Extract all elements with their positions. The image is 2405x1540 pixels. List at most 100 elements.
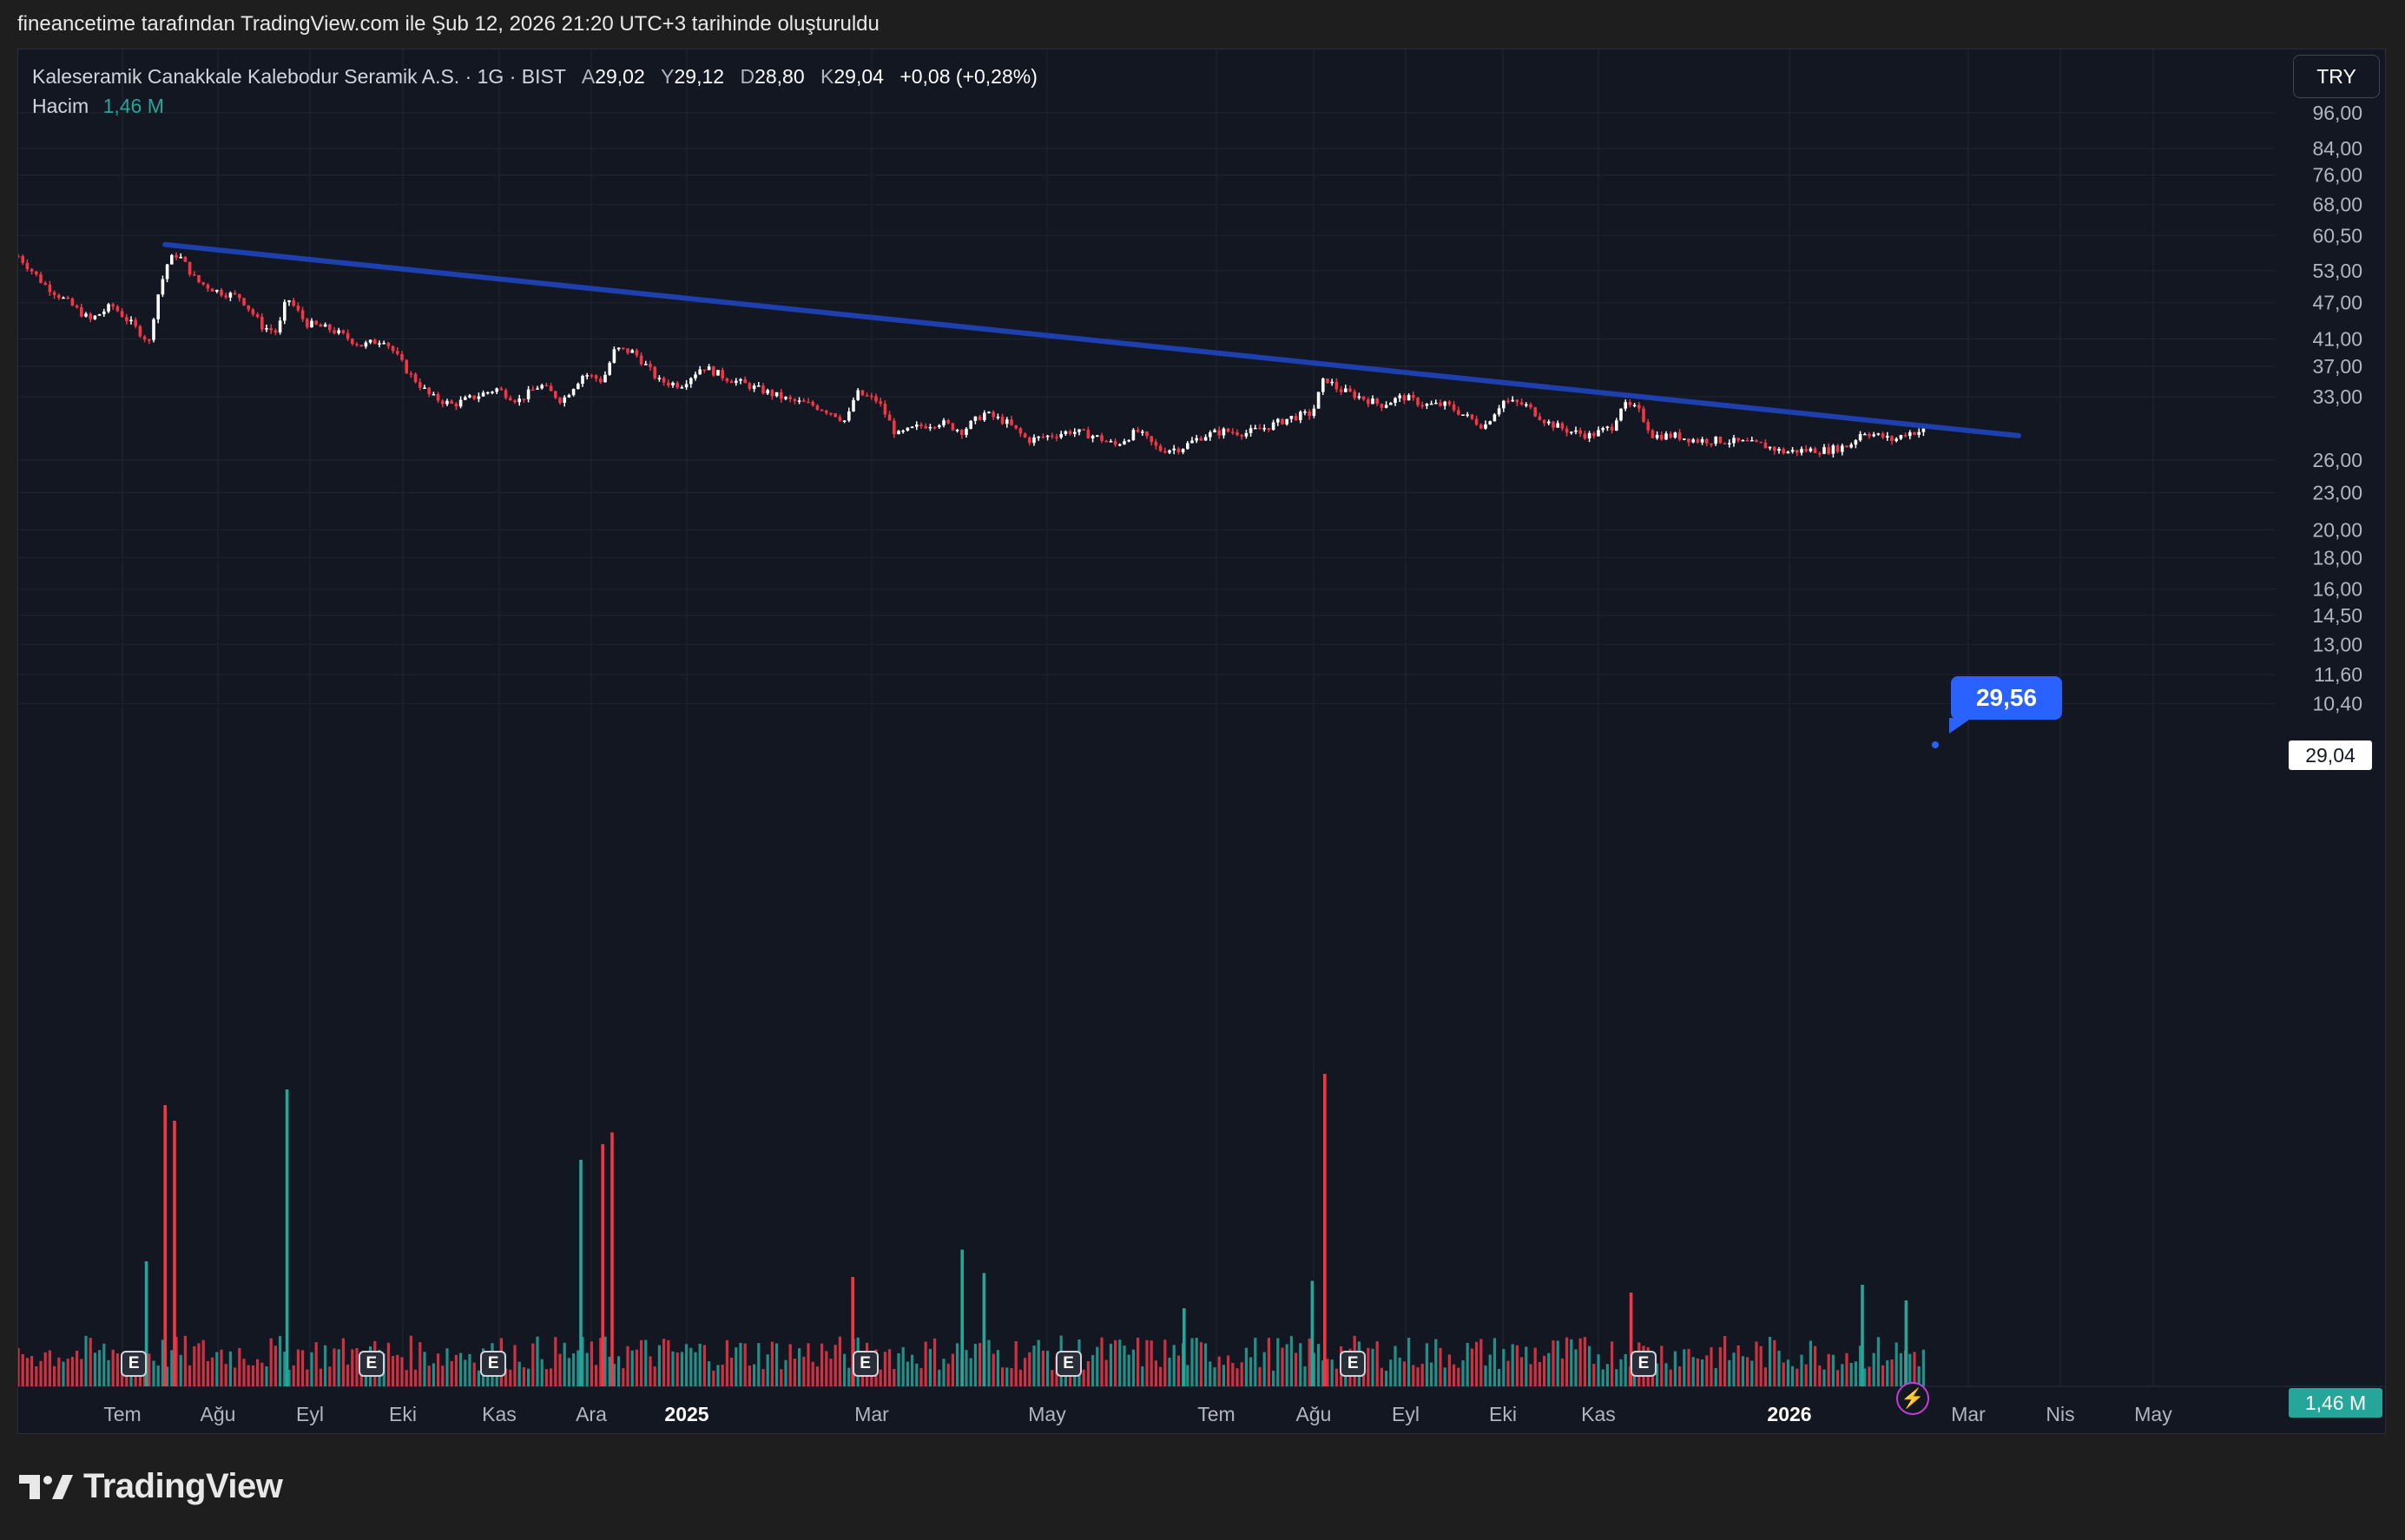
earnings-icon[interactable]: E xyxy=(121,1351,148,1377)
candle-body xyxy=(1547,421,1551,424)
candle-body xyxy=(716,370,720,376)
candle-body xyxy=(1632,405,1637,406)
volume-bar xyxy=(409,1335,412,1386)
volume-bar xyxy=(57,1357,61,1386)
volume-bar xyxy=(1276,1338,1280,1386)
candle-body xyxy=(224,295,227,298)
candle-body xyxy=(928,426,932,429)
earnings-icon[interactable]: E xyxy=(1055,1351,1082,1377)
candle-body xyxy=(735,380,738,384)
candle-body xyxy=(314,320,318,325)
volume-bar xyxy=(206,1360,209,1386)
candle-body xyxy=(120,311,124,318)
volume-bar xyxy=(1498,1368,1501,1386)
price-axis-label: 41,00 xyxy=(2312,328,2362,351)
volume-bar xyxy=(260,1362,264,1386)
candle-body xyxy=(351,339,354,345)
earnings-icon[interactable]: E xyxy=(1340,1351,1367,1377)
candle-body xyxy=(1763,443,1768,449)
chart-frame[interactable]: 96,00 84,00 76,00 68,00 60,50 53,00 47,00 41,00… xyxy=(17,49,2386,1434)
volume-bar xyxy=(1005,1367,1009,1386)
candle-body xyxy=(1714,437,1717,444)
volume-bar xyxy=(603,1336,607,1386)
volume-bar xyxy=(351,1349,354,1386)
volume-bar xyxy=(1691,1357,1695,1386)
volume-bar xyxy=(716,1365,720,1386)
trendline-price-callout[interactable]: 29,56 xyxy=(1951,676,2062,720)
candle-body xyxy=(210,288,214,292)
candle-body xyxy=(1677,432,1682,440)
candle-body xyxy=(1109,441,1113,443)
volume-label[interactable]: Hacim xyxy=(32,95,89,117)
volume-bar xyxy=(653,1366,656,1386)
volume-bar xyxy=(1394,1346,1397,1386)
candle-body xyxy=(1660,434,1664,440)
candle-body xyxy=(1150,436,1153,443)
volume-bar xyxy=(522,1366,525,1386)
candle-body xyxy=(1226,428,1230,432)
volume-bar xyxy=(1881,1365,1885,1386)
candle-body xyxy=(1642,408,1645,422)
candle-body xyxy=(1732,438,1736,444)
volume-bar xyxy=(612,1364,616,1386)
candle-body xyxy=(102,311,106,314)
candle-body xyxy=(689,378,693,385)
candle-body xyxy=(1353,391,1356,398)
volume-bar xyxy=(1420,1363,1424,1386)
volume-bar xyxy=(215,1352,219,1386)
volume-bar xyxy=(175,1337,178,1386)
candle-body xyxy=(1813,448,1817,454)
candle-body xyxy=(1691,439,1695,443)
candle-body xyxy=(513,400,517,403)
tradingview-brand[interactable]: TradingView xyxy=(19,1467,283,1506)
candle-body xyxy=(838,417,842,421)
candle-body xyxy=(955,430,959,431)
price-chart[interactable]: 96,00 84,00 76,00 68,00 60,50 53,00 47,00 41,00… xyxy=(18,49,2385,1433)
earnings-icon[interactable]: E xyxy=(480,1351,507,1377)
price-axis-label: 23,00 xyxy=(2312,482,2362,504)
brand-name: TradingView xyxy=(83,1467,283,1505)
volume-bar xyxy=(572,1352,576,1386)
volume-bar xyxy=(1664,1363,1668,1386)
candle-body xyxy=(536,388,539,390)
volume-bar xyxy=(400,1357,404,1386)
volume-bar xyxy=(766,1354,769,1386)
volume-bar xyxy=(1137,1337,1140,1386)
volume-spike xyxy=(1310,1280,1315,1386)
candle-body xyxy=(1759,441,1763,444)
candle-body xyxy=(1655,434,1659,438)
candle-body xyxy=(1474,418,1479,425)
volume-bar xyxy=(667,1339,670,1386)
volume-bar xyxy=(152,1360,155,1386)
earnings-icon[interactable]: E xyxy=(358,1351,385,1377)
volume-bar xyxy=(1827,1353,1830,1386)
earnings-icon[interactable]: E xyxy=(1631,1351,1657,1377)
candle-body xyxy=(1750,439,1754,442)
candle-body xyxy=(1254,427,1257,430)
volume-bar xyxy=(951,1353,954,1386)
time-axis-label: Mar xyxy=(854,1403,889,1425)
volume-bar xyxy=(942,1359,946,1386)
candle-body xyxy=(577,384,580,390)
volume-bar xyxy=(924,1341,927,1386)
volume-bar xyxy=(121,1366,124,1386)
candle-body xyxy=(66,297,69,299)
volume-bar xyxy=(1114,1339,1117,1386)
volume-bar xyxy=(454,1354,458,1386)
symbol-title[interactable]: Kaleseramik Canakkale Kalebodur Seramik … xyxy=(32,65,566,88)
candle-body xyxy=(1461,414,1465,416)
candle-body xyxy=(748,383,752,390)
candle-body xyxy=(161,279,165,295)
currency-button[interactable]: TRY xyxy=(2293,55,2380,98)
volume-bar xyxy=(626,1346,629,1386)
volume-bar xyxy=(1367,1347,1370,1386)
candle-body xyxy=(373,339,377,345)
candle-body xyxy=(1605,426,1610,429)
candle-body xyxy=(1104,440,1108,443)
candle-body xyxy=(662,378,666,383)
lightning-icon[interactable]: ⚡ xyxy=(1896,1382,1929,1415)
candle-body xyxy=(1502,400,1506,409)
earnings-icon[interactable]: E xyxy=(852,1351,879,1377)
open-label: A xyxy=(581,65,596,88)
volume-bar xyxy=(1913,1352,1916,1386)
